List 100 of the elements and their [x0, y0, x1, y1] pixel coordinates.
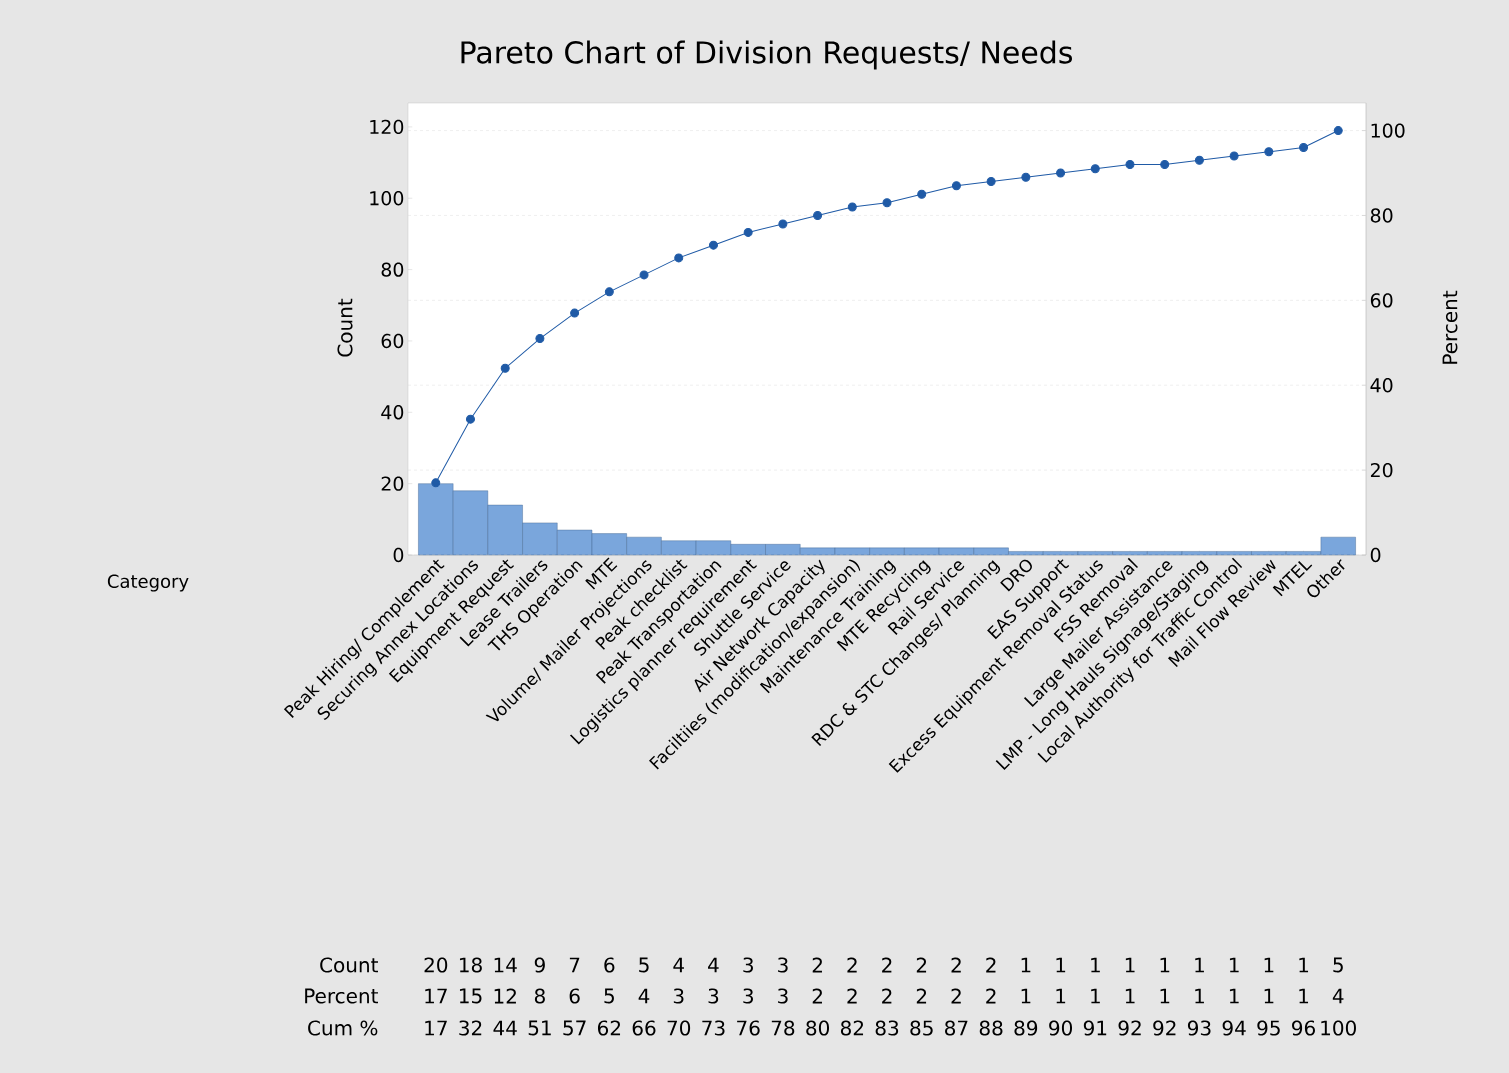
point — [708, 240, 718, 250]
text: 1 — [1229, 988, 1239, 1004]
y-tick-label: 40 — [381, 405, 404, 420]
text: 15 — [459, 988, 482, 1004]
data-label: 88 — [979, 1020, 1003, 1036]
y2-tick-label: 0 — [1370, 547, 1381, 563]
text: 17 — [425, 988, 447, 1004]
text: 3 — [673, 988, 684, 1004]
data-label: 66 — [632, 1020, 656, 1036]
data-label: 2 — [986, 957, 996, 973]
data-label: 6 — [604, 957, 615, 973]
text: Category — [107, 574, 189, 592]
text: 2 — [812, 988, 822, 1004]
point — [639, 270, 649, 280]
data-label: 1 — [1125, 957, 1135, 973]
text: 1 — [1299, 988, 1309, 1004]
data-label: 62 — [597, 1020, 621, 1036]
text: 1 — [1264, 988, 1274, 1004]
data-label: 4 — [708, 957, 719, 973]
data-label: 32 — [459, 1020, 482, 1036]
text: 3 — [743, 988, 753, 1004]
data-label: 100 — [1321, 1020, 1356, 1036]
data-label: 3 — [743, 957, 753, 973]
data-label: 89 — [1014, 1020, 1038, 1036]
point — [1125, 160, 1135, 170]
point — [743, 227, 753, 237]
text: 6 — [569, 988, 580, 1004]
text: 1 — [1195, 988, 1204, 1004]
text: 1 — [1091, 988, 1100, 1004]
point — [465, 414, 475, 424]
y2-tick-label: 80 — [1370, 208, 1393, 223]
data-label: 2 — [916, 957, 927, 973]
point — [1021, 172, 1031, 182]
data-label: 96 — [1292, 1020, 1315, 1036]
data-label: 1 — [1195, 957, 1204, 973]
y2-axis-title: Percent — [1442, 290, 1458, 364]
text: 12 — [494, 988, 516, 1004]
data-label: 5 — [1333, 957, 1343, 973]
data-label: 1 — [1056, 957, 1066, 973]
point — [1299, 143, 1309, 153]
data-label: 2 — [812, 957, 822, 973]
text: 1 — [1021, 988, 1031, 1004]
text: 3 — [778, 988, 788, 1004]
y-axis-title: Count — [337, 298, 353, 357]
y2-tick-label: 20 — [1370, 462, 1393, 478]
data-label: 2 — [951, 957, 961, 973]
point — [1333, 126, 1343, 136]
y-tick-label: 20 — [381, 476, 404, 491]
data-label: 14 — [494, 957, 517, 973]
text: 2 — [882, 988, 892, 1004]
chart-title: Pareto Chart of Division Requests/ Needs — [461, 40, 1072, 70]
text: 2 — [916, 988, 927, 1004]
text: 1 — [1160, 988, 1170, 1004]
data-label: 87 — [945, 1020, 968, 1036]
data-label: 80 — [806, 1020, 830, 1036]
point — [951, 181, 961, 191]
data-label: 20 — [424, 957, 448, 973]
data-label: 1 — [1264, 957, 1274, 973]
point — [778, 219, 788, 229]
data-label: 1 — [1160, 957, 1170, 973]
data-label: 1 — [1299, 957, 1309, 973]
point — [535, 334, 545, 344]
data-label: 90 — [1049, 1020, 1073, 1036]
text: 4 — [638, 988, 650, 1004]
data-label: 73 — [702, 1020, 725, 1036]
y-tick-label: 80 — [381, 262, 404, 277]
point — [500, 363, 510, 373]
text: Cum % — [308, 1020, 378, 1036]
data-label: 44 — [493, 1020, 517, 1036]
data-label: 91 — [1083, 1020, 1107, 1036]
text: 5 — [604, 988, 614, 1004]
point — [1264, 147, 1274, 157]
data-label: 78 — [771, 1020, 795, 1036]
text: 8 — [534, 988, 545, 1004]
point — [1056, 168, 1066, 178]
point — [882, 198, 892, 208]
point — [674, 253, 684, 263]
y-tick-label: 120 — [370, 119, 404, 135]
y-tick-label: 60 — [381, 333, 404, 349]
text: Count — [320, 957, 378, 973]
point — [570, 308, 580, 318]
data-label: 18 — [459, 957, 482, 973]
data-label: 92 — [1153, 1020, 1176, 1036]
point — [847, 202, 857, 212]
data-label: 17 — [425, 1020, 447, 1036]
data-label: 3 — [778, 957, 788, 973]
y2-tick-label: 40 — [1370, 378, 1393, 393]
data-label: 70 — [667, 1020, 691, 1036]
data-label: 1 — [1021, 957, 1031, 973]
data-label: 4 — [673, 957, 684, 973]
y-tick-label: 100 — [370, 191, 404, 206]
text: Percent — [305, 988, 378, 1004]
data-label: 76 — [737, 1020, 760, 1036]
text: 1 — [1125, 988, 1135, 1004]
point — [917, 189, 927, 199]
data-label: 1 — [1229, 957, 1239, 973]
text: 3 — [708, 988, 719, 1004]
data-label: 93 — [1187, 1020, 1211, 1036]
data-label: 2 — [847, 957, 857, 973]
data-label: 94 — [1222, 1020, 1246, 1036]
